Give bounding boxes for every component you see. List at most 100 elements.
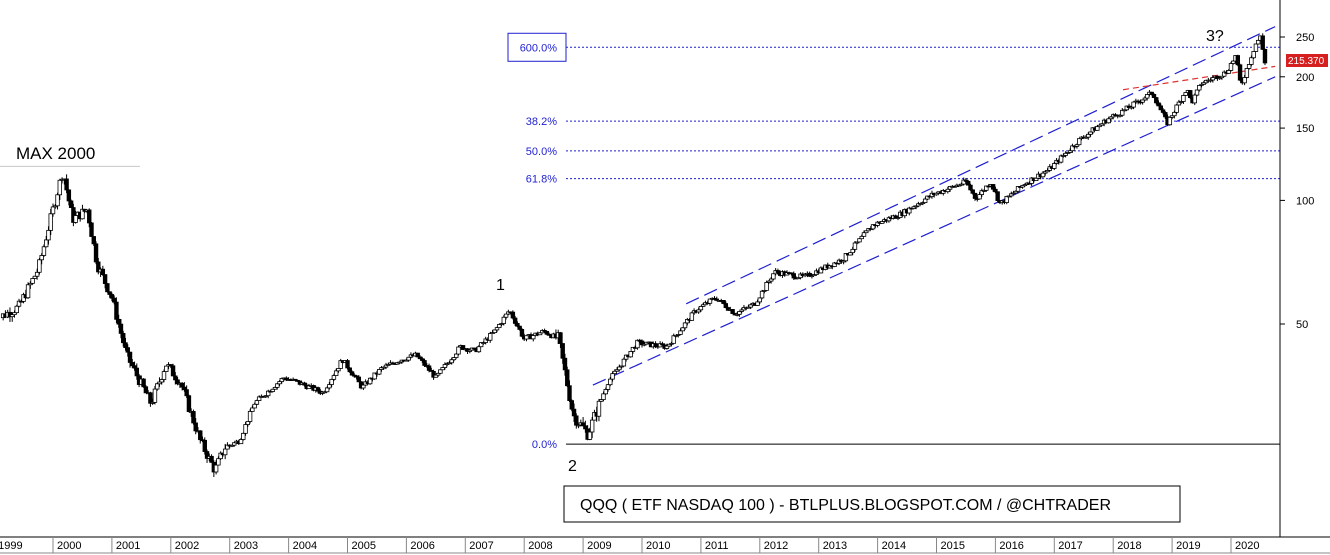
candle-down (1156, 102, 1161, 107)
candle-up (605, 384, 611, 390)
candle-up (1246, 64, 1252, 69)
candle-up (41, 246, 47, 256)
candle-down (569, 400, 574, 410)
candle-down (293, 378, 298, 381)
candle-down (791, 273, 796, 279)
candle-up (254, 400, 260, 405)
candle-up (612, 370, 618, 375)
candle-up (213, 464, 219, 473)
candle-up (603, 389, 608, 395)
candle-down (114, 301, 119, 320)
candle-down (191, 411, 196, 424)
candle-up (737, 311, 742, 315)
candle-up (331, 375, 337, 380)
chart-title: QQQ ( ETF NASDAQ 100 ) - BTLPLUS.BLOGSPO… (580, 497, 1111, 514)
candle-up (501, 316, 507, 324)
candle-up (438, 369, 443, 374)
candle-up (80, 208, 85, 220)
candle-down (558, 332, 563, 344)
candle-up (596, 400, 602, 417)
candle-up (1077, 138, 1082, 146)
candle-up (1219, 75, 1225, 79)
wave-2-label: 2 (568, 458, 577, 475)
candle-up (454, 353, 459, 358)
candle-up (621, 358, 627, 367)
candle-up (1106, 118, 1111, 124)
candle-up (386, 363, 391, 366)
candle-down (426, 365, 432, 371)
y-tick-label: 200 (1296, 72, 1314, 84)
candle-up (601, 393, 606, 400)
candle-up (492, 329, 497, 333)
candle-up (630, 346, 636, 352)
candle-down (64, 178, 69, 191)
x-tick-label: 1999 (0, 540, 23, 552)
candle-up (1172, 111, 1177, 117)
candle-down (560, 343, 565, 359)
candle-up (861, 232, 867, 237)
x-tick-label: 2003 (234, 540, 258, 552)
candles (0, 33, 1268, 477)
candle-up (617, 366, 622, 371)
candle-up (50, 206, 56, 215)
candle-down (349, 371, 355, 376)
candle-down (118, 323, 124, 334)
y-tick-label: 100 (1296, 195, 1314, 207)
candle-up (39, 255, 44, 261)
candle-up (250, 407, 255, 412)
candle-down (116, 318, 121, 325)
candle-down (1154, 97, 1159, 104)
candle-down (68, 200, 74, 208)
candle-up (1095, 126, 1100, 131)
candle-down (565, 369, 570, 387)
x-tick-label: 2019 (1176, 540, 1200, 552)
candle-up (275, 383, 280, 388)
x-tick-label: 2006 (410, 540, 434, 552)
candle-down (544, 331, 550, 335)
candle-up (152, 388, 158, 403)
candle-up (1253, 43, 1259, 52)
candle-up (809, 275, 815, 278)
candle-up (435, 372, 441, 376)
x-tick-label: 2001 (116, 540, 140, 552)
candle-up (1033, 177, 1039, 181)
candle-up (46, 229, 51, 241)
candle-down (422, 360, 427, 366)
candle-up (642, 343, 647, 346)
candle-down (170, 365, 176, 377)
candle-up (1086, 133, 1091, 138)
candle-up (1181, 95, 1186, 102)
candle-down (141, 378, 146, 388)
candle-up (1183, 92, 1188, 96)
candle-down (91, 236, 96, 245)
candle-down (723, 303, 729, 308)
candle-up (1226, 70, 1231, 74)
x-tick-label: 2013 (823, 540, 847, 552)
candle-up (488, 333, 493, 341)
candle-up (37, 259, 42, 273)
candle-down (125, 347, 130, 353)
candle-up (48, 213, 53, 231)
candle-up (689, 312, 695, 321)
candle-up (764, 282, 769, 291)
candle-up (256, 396, 262, 401)
candle-up (771, 273, 776, 280)
candle-up (456, 346, 461, 355)
candle-up (25, 284, 31, 299)
wave-1-label: 1 (496, 277, 505, 294)
candle-up (916, 203, 921, 207)
x-tick-label: 2007 (469, 540, 493, 552)
candle-up (161, 371, 167, 380)
candle-up (30, 278, 35, 284)
candle-up (907, 207, 912, 214)
candle-down (517, 325, 522, 330)
candle-up (383, 364, 389, 368)
candle-down (990, 184, 996, 190)
candle-down (345, 360, 350, 369)
candle-up (57, 179, 62, 196)
candle-down (1151, 93, 1157, 98)
candle-down (580, 422, 586, 427)
candle-up (14, 305, 19, 314)
candle-up (1074, 144, 1080, 147)
candle-down (1158, 105, 1163, 111)
